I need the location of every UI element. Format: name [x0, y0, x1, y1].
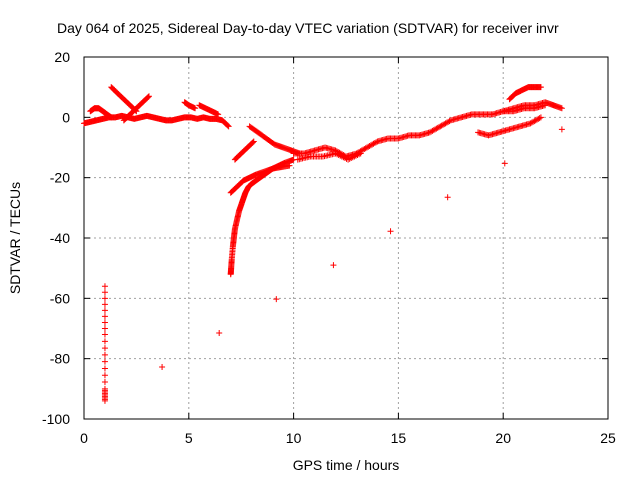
data-point — [101, 379, 108, 386]
series-arc-a — [87, 105, 115, 121]
data-point — [444, 194, 451, 201]
data-point — [108, 114, 115, 121]
data-point — [536, 115, 543, 122]
data-point — [101, 331, 108, 338]
series-branch-d — [246, 123, 303, 157]
data-point — [446, 118, 453, 125]
y-tick-label: -40 — [50, 230, 70, 246]
data-point — [145, 93, 152, 100]
data-point — [101, 372, 108, 379]
data-marks — [81, 84, 565, 404]
data-point — [101, 307, 108, 314]
data-point — [101, 397, 108, 404]
data-point — [558, 105, 565, 112]
data-point — [286, 162, 293, 169]
series-baseline-early — [81, 112, 232, 130]
grid — [84, 57, 608, 419]
x-tick-label: 10 — [286, 430, 302, 446]
data-point — [501, 160, 508, 167]
series-branch-b — [227, 162, 293, 196]
series-arc-e — [196, 102, 222, 118]
y-tick-label: -60 — [50, 290, 70, 306]
data-point — [216, 330, 223, 337]
axis-ticks: 0 5 10 15 20 25 -100 -80 -60 -40 -20 0 20 — [42, 49, 616, 446]
data-point — [330, 262, 337, 269]
chart-title: Day 064 of 2025, Sidereal Day-to-day VTE… — [57, 20, 559, 36]
series-mid-band-2 — [294, 150, 364, 163]
series-late-b — [506, 84, 544, 103]
y-tick-label: 20 — [54, 49, 70, 65]
data-point — [373, 139, 380, 146]
data-point — [101, 351, 108, 358]
data-point — [192, 105, 199, 112]
y-tick-label: -80 — [50, 351, 70, 367]
data-point — [273, 296, 280, 303]
data-point — [159, 363, 166, 370]
x-tick-label: 20 — [495, 430, 511, 446]
data-point — [537, 84, 544, 91]
series-branch-c — [231, 138, 257, 163]
data-point — [224, 122, 231, 129]
data-point — [101, 325, 108, 332]
y-tick-label: 0 — [62, 109, 70, 125]
data-point — [357, 150, 364, 157]
data-point — [387, 228, 394, 235]
y-tick-label: -100 — [42, 411, 70, 427]
data-point — [101, 338, 108, 345]
data-point — [558, 126, 565, 133]
y-tick-label: -20 — [50, 170, 70, 186]
data-point — [537, 114, 544, 121]
x-tick-label: 5 — [185, 430, 193, 446]
data-point — [145, 93, 152, 100]
series-late-a — [475, 114, 544, 139]
series-arc-c — [120, 93, 152, 124]
data-point — [101, 365, 108, 372]
data-point — [225, 123, 232, 130]
x-tick-label: 25 — [600, 430, 616, 446]
data-point — [101, 358, 108, 365]
data-point — [101, 289, 108, 296]
data-point — [101, 345, 108, 352]
y-axis-label: SDTVAR / TECUs — [7, 182, 23, 294]
x-tick-label: 0 — [80, 430, 88, 446]
data-point — [250, 138, 257, 145]
x-tick-label: 15 — [391, 430, 407, 446]
data-point — [101, 301, 108, 308]
data-point — [101, 313, 108, 320]
series-arc-d — [181, 99, 199, 112]
series-outliers — [101, 126, 565, 404]
data-point — [215, 111, 222, 118]
data-point — [101, 319, 108, 326]
data-point — [101, 283, 108, 290]
series-late-c — [500, 99, 565, 115]
data-point — [249, 139, 256, 146]
x-axis-label: GPS time / hours — [293, 457, 400, 473]
data-point — [101, 295, 108, 302]
